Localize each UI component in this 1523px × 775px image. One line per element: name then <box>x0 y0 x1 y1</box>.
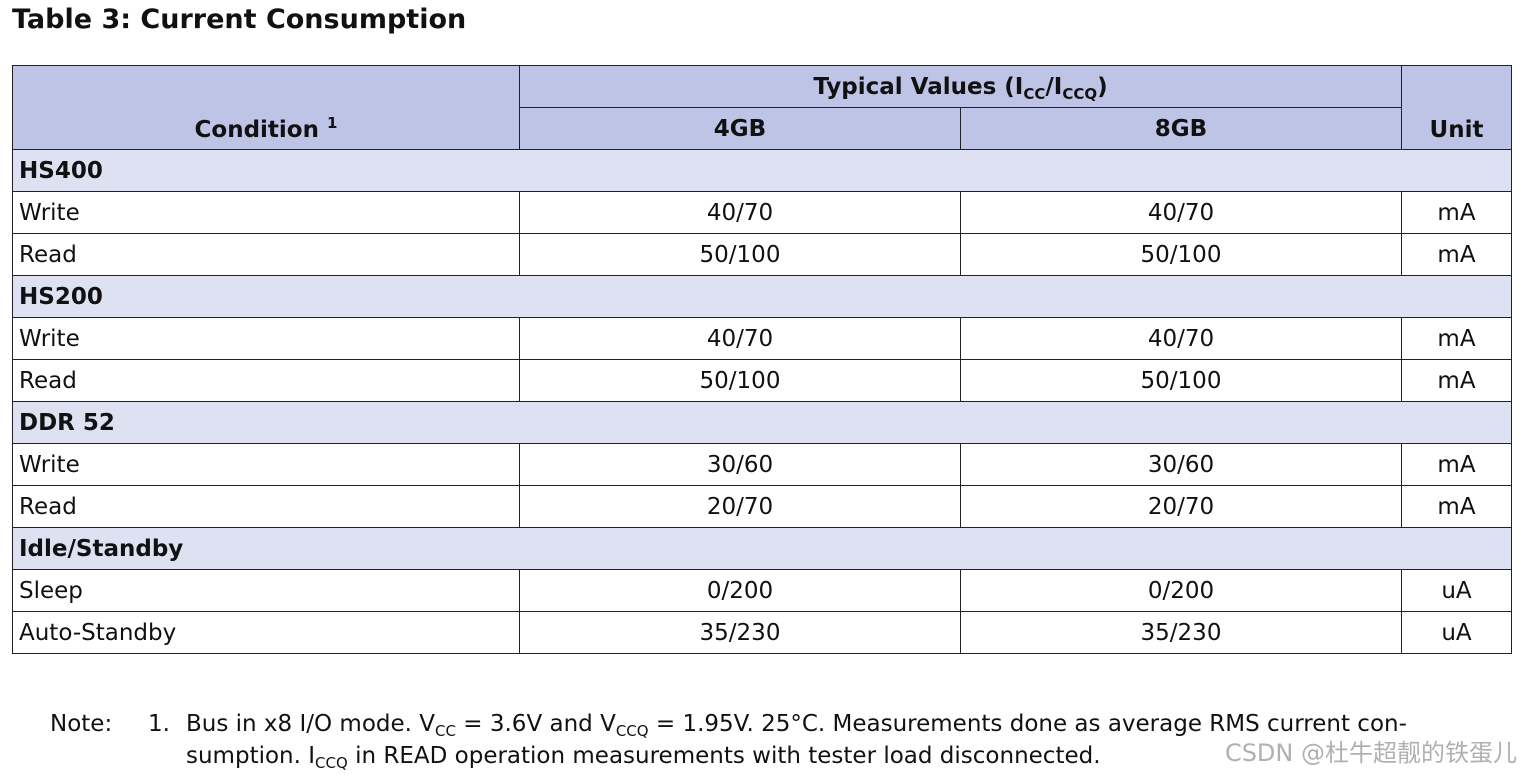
header-cell: 8GB <box>960 107 1402 150</box>
table-cell: 50/100 <box>519 359 961 402</box>
subscript: CC <box>1023 84 1046 103</box>
note-label: Note: <box>50 711 113 737</box>
table-cell: Read <box>12 485 520 528</box>
header-cell: Condition 1 <box>12 65 520 150</box>
text-run: = 1.95V. 25°C. Measurements done as aver… <box>648 711 1407 737</box>
section-row: DDR 52 <box>12 401 1512 444</box>
table-cell: 30/60 <box>519 443 961 486</box>
table-cell: 30/60 <box>960 443 1402 486</box>
subscript: CCQ <box>615 722 649 740</box>
section-row: Idle/Standby <box>12 527 1512 570</box>
table-cell: Read <box>12 359 520 402</box>
header-row: 4GB 8GB <box>13 107 1512 150</box>
table-cell: 40/70 <box>519 191 961 234</box>
table-cell: Write <box>12 443 520 486</box>
text-run: Bus in x8 I/O mode. V <box>186 711 436 737</box>
table-cell: 50/100 <box>960 233 1402 276</box>
table-cell: 40/70 <box>960 191 1402 234</box>
section-row: HS200 <box>12 275 1512 318</box>
data-row: Auto-Standby 35/230 35/230 uA <box>12 611 1512 654</box>
section-row: HS400 <box>12 149 1512 192</box>
table-cell: mA <box>1401 485 1512 528</box>
table-cell: Write <box>12 317 520 360</box>
section-cell: Idle/Standby <box>12 527 1512 570</box>
header-text: Condition <box>194 117 319 143</box>
table-cell: 20/70 <box>519 485 961 528</box>
data-row: Read 50/100 50/100 mA <box>12 359 1512 402</box>
text-run: ) <box>1097 73 1108 100</box>
note-number: 1. <box>148 711 170 737</box>
table-cell: mA <box>1401 317 1512 360</box>
watermark: CSDN @杜牛超靓的铁蛋儿 <box>1224 739 1517 767</box>
header-cell: Unit <box>1401 65 1512 150</box>
table-cell: mA <box>1401 191 1512 234</box>
data-row: Write 40/70 40/70 mA <box>12 191 1512 234</box>
text-run: sumption. I <box>186 743 316 769</box>
header-cell: 4GB <box>519 107 961 150</box>
table-cell: uA <box>1401 569 1512 612</box>
text-run: Typical Values (I <box>813 73 1024 100</box>
table-cell: 40/70 <box>960 317 1402 360</box>
header-row: Condition 1 Typical Values (ICC/ICCQ) Unit <box>12 65 1512 150</box>
header-cell: Typical Values (ICC/ICCQ) <box>519 65 1402 108</box>
subscript: CCQ <box>1062 84 1098 103</box>
table-cell: 20/70 <box>960 485 1402 528</box>
table-cell: 0/200 <box>519 569 961 612</box>
table-cell: Read <box>12 233 520 276</box>
data-row: Write 40/70 40/70 mA <box>12 317 1512 360</box>
table-cell: 50/100 <box>519 233 961 276</box>
data-row: Read 50/100 50/100 mA <box>12 233 1512 276</box>
table-cell: Auto-Standby <box>12 611 520 654</box>
section-cell: HS200 <box>12 275 1512 318</box>
note-line: sumption. ICCQ in READ operation measure… <box>186 740 1407 772</box>
subscript: CCQ <box>315 754 348 772</box>
data-row: Read 20/70 20/70 mA <box>12 485 1512 528</box>
table-cell: 35/230 <box>960 611 1402 654</box>
subscript: CC <box>435 722 456 740</box>
note-text: Bus in x8 I/O mode. VCC = 3.6V and VCCQ … <box>186 708 1407 772</box>
footnote-ref: 1 <box>327 114 338 132</box>
text-run: in READ operation measurements with test… <box>347 743 1101 769</box>
section-cell: DDR 52 <box>12 401 1512 444</box>
table-cell: 50/100 <box>960 359 1402 402</box>
text-run: /I <box>1045 73 1063 100</box>
table-cell: Sleep <box>12 569 520 612</box>
table-cell: Write <box>12 191 520 234</box>
table-cell: uA <box>1401 611 1512 654</box>
data-table: Condition 1 Typical Values (ICC/ICCQ) Unit… <box>12 65 1512 654</box>
text-run: = 3.6V and V <box>455 711 616 737</box>
table-cell: 0/200 <box>960 569 1402 612</box>
data-row: Sleep 0/200 0/200 uA <box>12 569 1512 612</box>
section-cell: HS400 <box>12 149 1512 192</box>
data-row: Write 30/60 30/60 mA <box>12 443 1512 486</box>
table-cell: mA <box>1401 233 1512 276</box>
table-cell: 35/230 <box>519 611 961 654</box>
note-line: Bus in x8 I/O mode. VCC = 3.6V and VCCQ … <box>186 708 1407 740</box>
table-cell: 40/70 <box>519 317 961 360</box>
table-cell: mA <box>1401 359 1512 402</box>
table-cell: mA <box>1401 443 1512 486</box>
table-title: Table 3: Current Consumption <box>12 4 467 35</box>
